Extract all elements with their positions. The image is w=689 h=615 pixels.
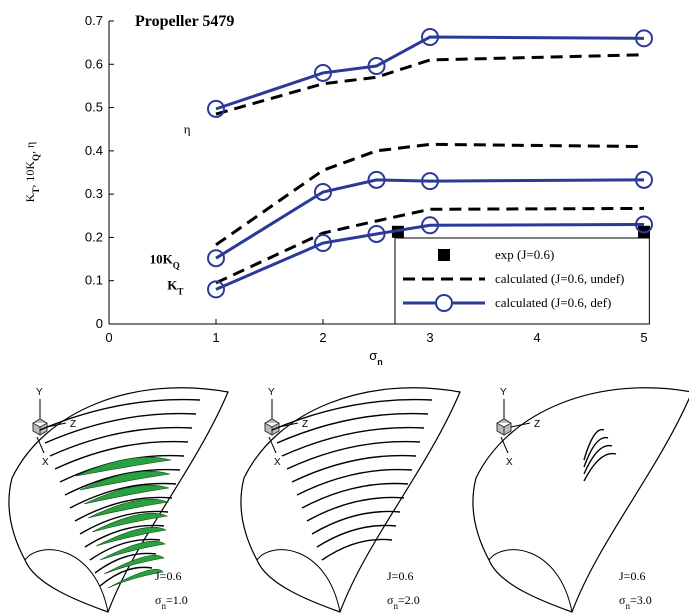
x-axis-label: σn: [369, 348, 383, 367]
blade-hub: [25, 550, 108, 612]
y-tick-label: 0: [96, 316, 103, 331]
blade-hub: [489, 550, 572, 612]
panel-j: J=0.6: [387, 569, 413, 583]
cavity-stripe: [40, 400, 200, 430]
curve-label-sub: Q: [173, 260, 180, 270]
curve-label: 10KQ: [150, 251, 180, 270]
blade-panel: Y Z X J=0.6 σn=1.0: [9, 387, 228, 612]
x-axis-label-sub: n: [377, 357, 383, 367]
panel-sigma: σn=2.0: [387, 593, 420, 611]
x-tick-label: 5: [640, 330, 647, 345]
cavity-stripe: [297, 470, 412, 495]
y-axis-label-part: , η: [23, 142, 37, 154]
y-tick-label: 0.7: [85, 13, 103, 28]
legend-label: calculated (J=0.6, def): [495, 295, 611, 310]
curve-label: KT: [167, 277, 183, 296]
line: [216, 37, 644, 109]
x-axis-label-part: σ: [369, 348, 377, 363]
blade-panel: Y Z X J=0.6 σn=3.0: [473, 387, 689, 612]
y-tick-label: 0.5: [85, 100, 103, 115]
cavity-stripe: [272, 400, 432, 430]
dashed-line: [216, 144, 644, 244]
panel-sigma-part: =1.0: [166, 593, 188, 607]
triad-label: Y: [268, 387, 275, 398]
triad-label: X: [506, 457, 513, 468]
x-tick-label: 4: [533, 330, 540, 345]
panel-sigma-part: =2.0: [398, 593, 420, 607]
x-tick-label: 1: [212, 330, 219, 345]
curve-label-sub: T: [177, 286, 183, 296]
x-tick-label: 2: [319, 330, 326, 345]
blade-hub: [257, 550, 340, 612]
y-tick-label: 0.2: [85, 229, 103, 244]
curve-label: η: [184, 122, 191, 137]
cavity-stripe: [100, 567, 152, 586]
y-tick-label: 0.1: [85, 273, 103, 288]
triad-label: Z: [70, 419, 76, 430]
blade-panel: Y Z X J=0.6 σn=2.0: [241, 387, 460, 612]
panel-j: J=0.6: [155, 569, 181, 583]
x-tick-label: 3: [426, 330, 433, 345]
y-axis-label: KT, 10KQ, η: [23, 142, 41, 203]
legend-label: calculated (J=0.6, undef): [495, 271, 624, 286]
cavity-stripe: [322, 539, 392, 560]
y-axis-label-part: K: [23, 193, 37, 202]
triad-cube: [33, 419, 47, 435]
y-tick-label: 0.6: [85, 56, 103, 71]
figure: Propeller 5479 0 0.1 0.2 0.3 0.4 0.5 0.6 0.7 0 1 2…: [0, 0, 689, 615]
y-axis-label-part: , 10K: [23, 161, 37, 188]
panel-sigma: σn=3.0: [619, 593, 652, 611]
triad-label: X: [42, 457, 49, 468]
cavity-stripe: [302, 484, 408, 509]
dashed-line: [216, 55, 644, 114]
panel-sigma-part: =3.0: [630, 593, 652, 607]
y-tick-label: 0.3: [85, 186, 103, 201]
legend-marker: [436, 295, 452, 311]
cavity-stripe: [584, 454, 616, 481]
legend-label: exp (J=0.6): [495, 247, 554, 262]
legend-swatch: [438, 249, 450, 261]
curve-label-part: 10K: [150, 251, 174, 266]
panel-sigma: σn=1.0: [155, 593, 188, 611]
triad-cube: [497, 419, 511, 435]
y-tick-label: 0.4: [85, 143, 103, 158]
triad-label: Y: [500, 387, 507, 398]
x-tick-label: 0: [105, 330, 112, 345]
triad-label: X: [274, 457, 281, 468]
panel-j: J=0.6: [619, 569, 645, 583]
chart-title: Propeller 5479: [135, 13, 234, 30]
triad-label: Z: [534, 419, 540, 430]
y-axis-label-sub: Q: [31, 154, 41, 161]
curve-label-part: η: [184, 122, 191, 137]
triad-cube: [265, 419, 279, 435]
triad-label: Z: [302, 419, 308, 430]
triad-label: Y: [36, 387, 43, 398]
